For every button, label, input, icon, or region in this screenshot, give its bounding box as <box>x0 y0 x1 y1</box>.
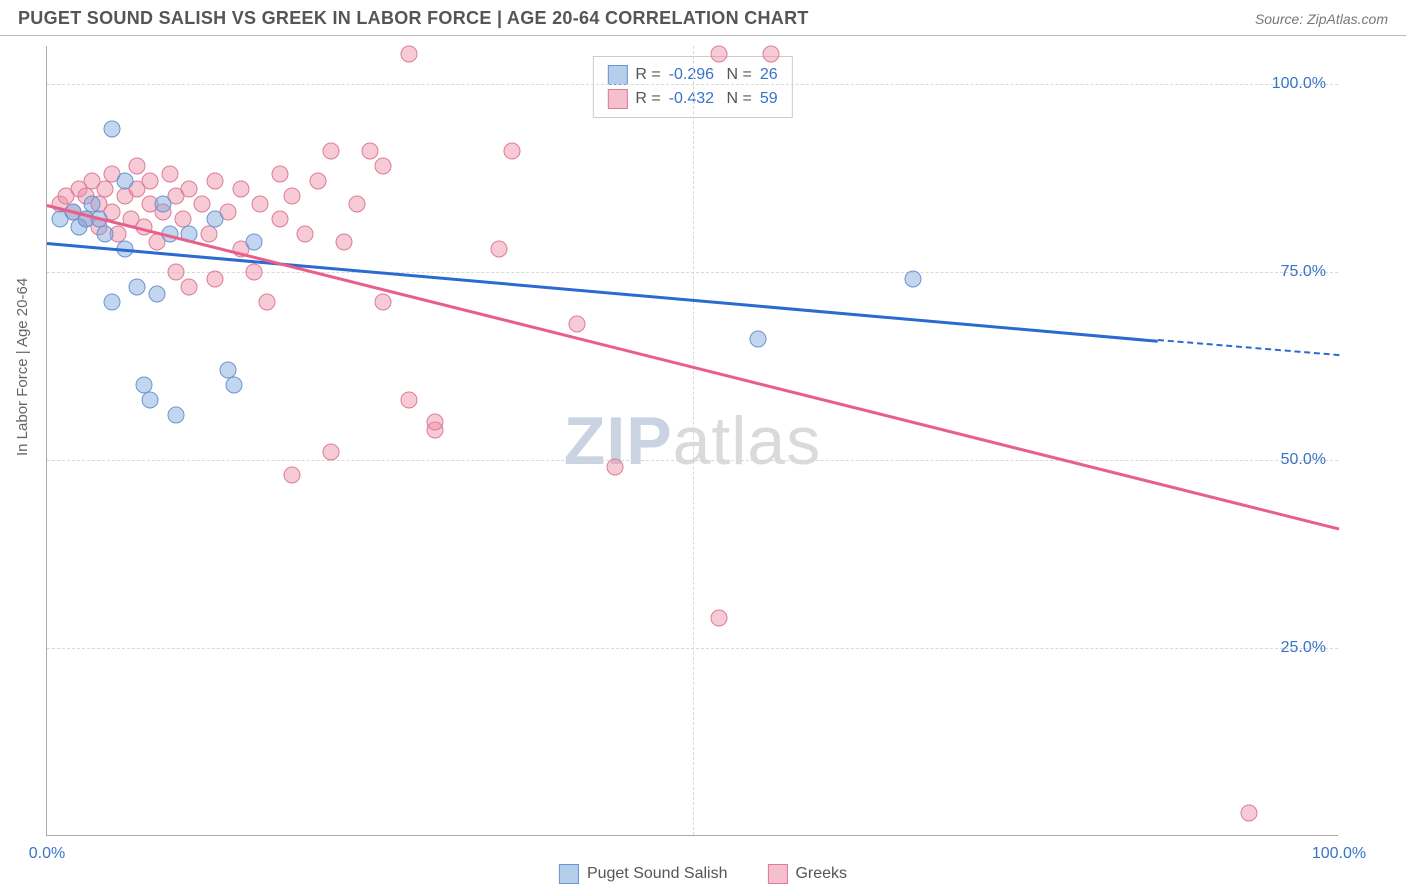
data-point <box>252 196 269 213</box>
data-point <box>710 609 727 626</box>
plot-region: ZIPatlas R = -0.296 N = 26 R = -0.432 N … <box>46 46 1338 836</box>
data-point <box>1240 805 1257 822</box>
data-point <box>749 331 766 348</box>
legend-label-salish: Puget Sound Salish <box>587 865 728 883</box>
legend-swatch-salish-b <box>559 864 579 884</box>
data-point <box>297 226 314 243</box>
data-point <box>168 263 185 280</box>
legend-swatch-salish <box>607 65 627 85</box>
data-point <box>142 173 159 190</box>
data-point <box>284 188 301 205</box>
data-point <box>200 226 217 243</box>
data-point <box>426 414 443 431</box>
chart-source: Source: ZipAtlas.com <box>1255 11 1388 27</box>
chart-title: PUGET SOUND SALISH VS GREEK IN LABOR FOR… <box>18 8 809 29</box>
data-point <box>142 391 159 408</box>
data-point <box>336 233 353 250</box>
data-point <box>206 271 223 288</box>
data-point <box>374 293 391 310</box>
data-point <box>226 376 243 393</box>
data-point <box>103 120 120 137</box>
data-point <box>374 158 391 175</box>
data-point <box>362 143 379 160</box>
legend-swatch-greeks <box>607 89 627 109</box>
x-tick-label: 0.0% <box>29 845 65 863</box>
r-value-greeks: -0.432 <box>669 90 714 108</box>
data-point <box>97 180 114 197</box>
data-point <box>155 196 172 213</box>
data-point <box>568 316 585 333</box>
data-point <box>97 226 114 243</box>
legend-item-greeks: Greeks <box>767 864 847 884</box>
data-point <box>129 158 146 175</box>
data-point <box>710 45 727 62</box>
data-point <box>206 173 223 190</box>
data-point <box>206 211 223 228</box>
y-axis-label: In Labor Force | Age 20-64 <box>14 278 31 456</box>
data-point <box>168 406 185 423</box>
data-point <box>161 165 178 182</box>
legend-label-greeks: Greeks <box>795 865 847 883</box>
data-point <box>129 278 146 295</box>
data-point <box>181 180 198 197</box>
trend-line <box>47 242 1158 342</box>
data-point <box>323 143 340 160</box>
data-point <box>232 180 249 197</box>
y-tick-label: 50.0% <box>1281 451 1326 469</box>
legend-item-salish: Puget Sound Salish <box>559 864 728 884</box>
legend-swatch-greeks-b <box>767 864 787 884</box>
data-point <box>271 165 288 182</box>
data-point <box>607 459 624 476</box>
data-point <box>116 173 133 190</box>
n-value-greeks: 59 <box>760 90 778 108</box>
chart-area: In Labor Force | Age 20-64 ZIPatlas R = … <box>0 36 1406 890</box>
data-point <box>245 263 262 280</box>
chart-header: PUGET SOUND SALISH VS GREEK IN LABOR FOR… <box>0 0 1406 36</box>
data-point <box>323 444 340 461</box>
data-point <box>491 241 508 258</box>
y-tick-label: 75.0% <box>1281 263 1326 281</box>
data-point <box>349 196 366 213</box>
y-tick-label: 25.0% <box>1281 639 1326 657</box>
x-tick-label: 100.0% <box>1312 845 1366 863</box>
series-legend: Puget Sound Salish Greeks <box>559 864 847 884</box>
data-point <box>504 143 521 160</box>
data-point <box>284 466 301 483</box>
data-point <box>310 173 327 190</box>
data-point <box>194 196 211 213</box>
r-value-salish: -0.296 <box>669 66 714 84</box>
y-tick-label: 100.0% <box>1272 75 1326 93</box>
data-point <box>181 278 198 295</box>
data-point <box>103 293 120 310</box>
data-point <box>258 293 275 310</box>
data-point <box>245 233 262 250</box>
data-point <box>148 286 165 303</box>
data-point <box>400 45 417 62</box>
trend-line <box>1158 339 1339 356</box>
n-value-salish: 26 <box>760 66 778 84</box>
data-point <box>400 391 417 408</box>
data-point <box>271 211 288 228</box>
data-point <box>904 271 921 288</box>
watermark-rest: atlas <box>673 403 822 479</box>
data-point <box>762 45 779 62</box>
gridline-v <box>693 46 694 835</box>
